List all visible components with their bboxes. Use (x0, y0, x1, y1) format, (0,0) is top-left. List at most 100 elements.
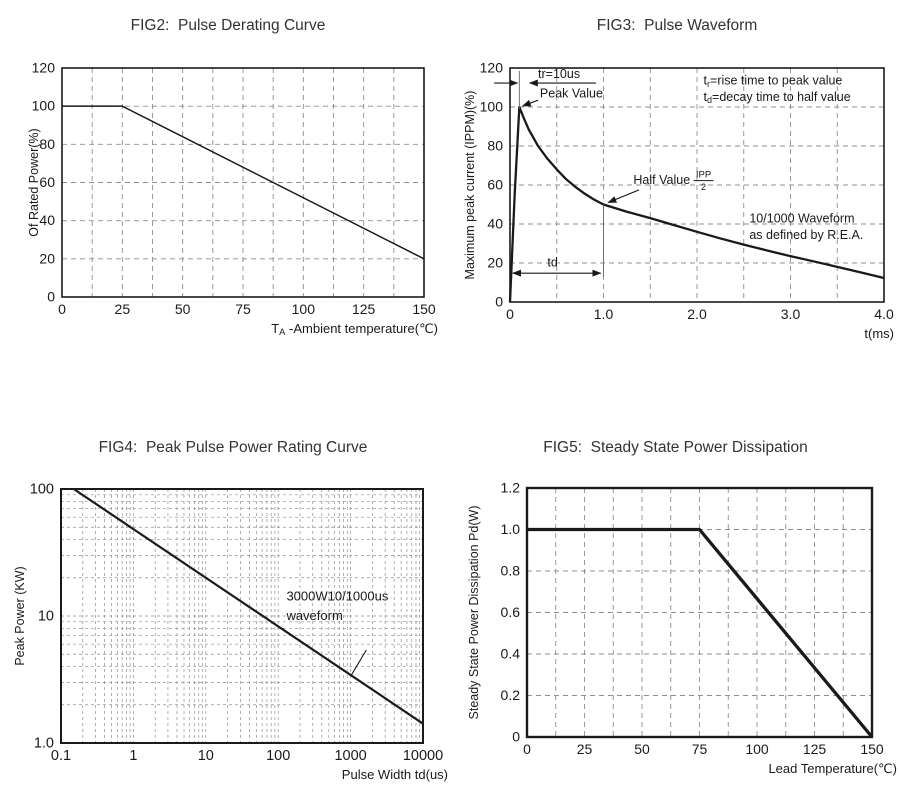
fig5-x-axis-label: Lead Temperature(℃) (768, 761, 897, 776)
fig2-pulse-derating-chart: FIG2: Pulse Derating Curve 0 25 50 75 100 125… (8, 14, 448, 340)
svg-text:Half Value: Half Value (633, 173, 690, 187)
fig3-gridlines (510, 68, 884, 302)
fig3-tick-labels: 0 1.0 2.0 3.0 4.0 0 20 40 60 80 100 120 (480, 60, 894, 323)
fig2-title: FIG2: Pulse Derating Curve (130, 17, 326, 34)
fig4-tick-labels: 0.1 1 10 100 1000 10000 1.0 10 100 (30, 482, 443, 765)
svg-text:10000: 10000 (403, 748, 443, 764)
svg-text:4.0: 4.0 (874, 306, 894, 322)
svg-text:0: 0 (495, 294, 503, 310)
svg-text:75: 75 (235, 301, 251, 317)
fig3-pulse-waveform-chart: FIG3: Pulse Waveform tr=10us Peak Value Ha… (455, 14, 899, 345)
svg-text:0.4: 0.4 (501, 646, 521, 662)
svg-text:IPP: IPP (696, 170, 711, 181)
svg-text:1.2: 1.2 (501, 480, 521, 496)
fig2-plot-border (61, 67, 425, 298)
fig4-peak-pulse-power-chart: FIG4: Peak Pulse Power Rating Curve 3000… (8, 436, 458, 784)
fig4-plot-border (60, 488, 424, 744)
svg-text:100: 100 (30, 482, 54, 498)
svg-text:2.0: 2.0 (687, 306, 707, 322)
svg-text:10: 10 (198, 748, 214, 764)
fig4-x-axis-label: Pulse Width td(us) (342, 767, 448, 782)
fig2-y-axis-label: Of Rated Power(%) (27, 128, 41, 236)
svg-text:1.0: 1.0 (34, 736, 54, 752)
svg-text:tr=rise time to peak value: tr=rise time to peak value (704, 74, 843, 89)
svg-text:0: 0 (506, 306, 514, 322)
series-pulse-derating (62, 105, 425, 260)
svg-text:20: 20 (487, 255, 503, 271)
svg-text:75: 75 (692, 741, 708, 757)
svg-text:1000: 1000 (334, 748, 366, 764)
fig3-title: FIG3: Pulse Waveform (596, 17, 758, 34)
fig5-steady-state-power-chart: FIG5: Steady State Power Dissipation 0 25… (452, 436, 899, 778)
fig5-title: FIG5: Steady State Power Dissipation (543, 439, 808, 456)
svg-text:60: 60 (39, 174, 55, 190)
svg-text:40: 40 (39, 212, 55, 228)
series-peak-pulse-power (73, 488, 424, 725)
fig5-series (527, 527, 874, 739)
svg-text:3000W10/1000us: 3000W10/1000us (286, 589, 388, 604)
svg-text:0: 0 (58, 301, 66, 317)
fig3-x-axis-label: t(ms) (864, 326, 894, 341)
svg-text:25: 25 (577, 741, 593, 757)
svg-text:1.0: 1.0 (501, 521, 521, 537)
svg-text:120: 120 (480, 60, 504, 76)
fig4-title: FIG4: Peak Pulse Power Rating Curve (98, 439, 368, 456)
svg-text:1: 1 (129, 748, 137, 764)
fig5-gridlines (527, 488, 872, 737)
svg-text:10: 10 (38, 609, 54, 625)
svg-text:20: 20 (39, 250, 55, 266)
svg-text:0: 0 (47, 289, 55, 305)
svg-text:100: 100 (266, 748, 290, 764)
svg-text:3.0: 3.0 (781, 306, 801, 322)
fig2-tick-labels: 0 25 50 75 100 125 150 0 20 40 60 80 100 120 (32, 60, 436, 318)
svg-text:0: 0 (523, 741, 531, 757)
svg-text:150: 150 (860, 741, 884, 757)
fig4-series (73, 488, 424, 725)
svg-text:125: 125 (352, 301, 376, 317)
svg-text:0.8: 0.8 (501, 563, 521, 579)
svg-text:100: 100 (292, 301, 316, 317)
fig4-plot-canvas: 3000W10/1000us waveform 0.1 1 10 100 1000 10000… (13, 482, 448, 783)
svg-text:100: 100 (32, 98, 56, 114)
fig2-gridlines (62, 68, 424, 297)
fig4-y-axis-label: Peak Power (KW) (13, 566, 27, 665)
fig5-plot-border (525, 486, 874, 739)
svg-text:0: 0 (512, 729, 520, 745)
svg-text:150: 150 (412, 301, 436, 317)
fig4-gridlines (61, 489, 423, 743)
svg-text:0.6: 0.6 (501, 604, 521, 620)
svg-text:as defined by R.E.A.: as defined by R.E.A. (749, 228, 863, 242)
fig2-x-axis-label: TA -Ambient temperature(℃) (271, 321, 438, 337)
fig4-annotations: 3000W10/1000us waveform (285, 589, 389, 677)
svg-text:125: 125 (803, 741, 827, 757)
svg-text:td=decay time to half value: td=decay time to half value (704, 90, 851, 105)
svg-text:1.0: 1.0 (594, 306, 614, 322)
fig5-y-axis-label: Steady State Power Dissipation Pd(W) (467, 506, 481, 720)
svg-text:100: 100 (745, 741, 769, 757)
svg-text:td: td (547, 256, 557, 270)
fig2-plot-canvas: 0 25 50 75 100 125 150 0 20 40 60 80 100 120 TA -Ambie… (27, 60, 438, 338)
fig5-tick-labels: 0 25 50 75 100 125 150 0 0.2 0.4 0.6 0.8 1.0 1.2 (501, 480, 884, 758)
series-steady-state-power (527, 527, 874, 739)
svg-text:80: 80 (39, 136, 55, 152)
svg-text:Peak Value: Peak Value (540, 87, 603, 101)
svg-text:50: 50 (175, 301, 191, 317)
svg-text:0.2: 0.2 (501, 687, 521, 703)
svg-text:tr=10us: tr=10us (538, 67, 580, 81)
svg-text:100: 100 (480, 99, 504, 115)
svg-text:25: 25 (115, 301, 131, 317)
svg-text:50: 50 (634, 741, 650, 757)
fig2-series (62, 105, 425, 260)
svg-text:40: 40 (487, 216, 503, 232)
fig3-y-axis-label: Maximum peak current (IPPM)(%) (463, 91, 477, 280)
svg-text:80: 80 (487, 138, 503, 154)
fig3-plot-border (509, 67, 885, 303)
svg-text:10/1000 Waveform: 10/1000 Waveform (749, 212, 854, 226)
svg-text:60: 60 (487, 177, 503, 193)
svg-text:0.1: 0.1 (51, 748, 71, 764)
svg-text:waveform: waveform (285, 608, 342, 623)
svg-text:120: 120 (32, 60, 56, 76)
